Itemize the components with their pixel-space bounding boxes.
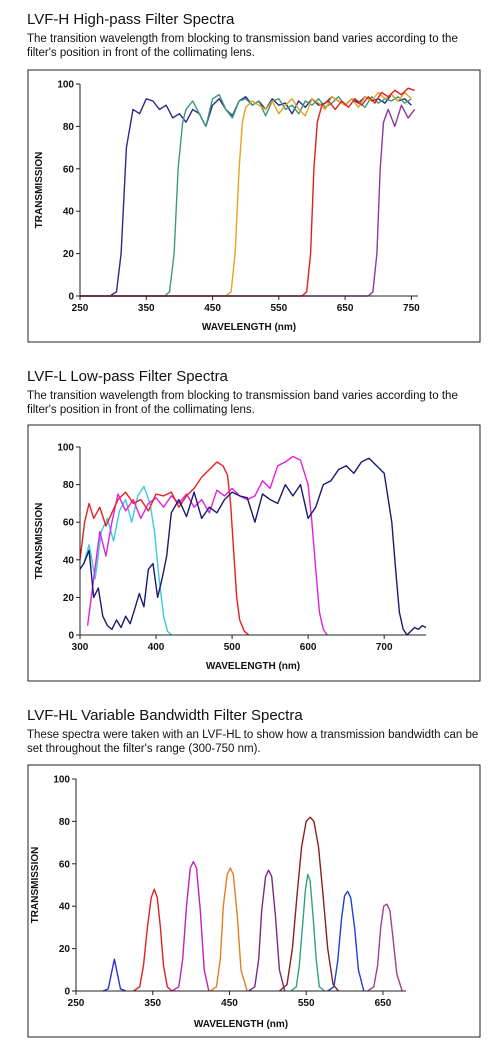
x-tick-label: 550 [298,998,315,1009]
y-tick-label: 80 [59,817,71,828]
y-axis-label: TRANSMISSION [34,152,45,229]
y-tick-label: 80 [63,122,75,133]
chart-subtitle: These spectra were taken with an LVF-HL … [27,729,479,755]
series-line-3 [80,91,412,297]
series-line-6 [278,816,340,992]
series-line-4 [79,457,427,636]
y-axis-label: TRANSMISSION [30,847,41,924]
y-tick-label: 0 [68,292,74,303]
series-line-2 [86,455,328,636]
series-line-2 [80,93,412,297]
y-tick-label: 100 [57,80,74,91]
x-tick-label: 500 [224,642,241,653]
series-line-8 [327,890,365,992]
y-axis-label: TRANSMISSION [34,503,45,580]
x-tick-label: 550 [270,303,287,314]
series-line-4 [209,867,248,992]
chart-frame [27,424,481,682]
series-line-1 [83,485,172,636]
x-tick-label: 250 [68,998,85,1009]
x-axis-label: WAVELENGTH (nm) [202,322,296,333]
y-tick-label: 80 [63,480,75,491]
x-axis-label: WAVELENGTH (nm) [194,1019,288,1030]
series-line-4 [80,87,415,297]
series-line-5 [248,869,286,992]
series-line-7 [290,873,326,992]
x-tick-label: 350 [144,998,161,1009]
y-tick-label: 20 [63,249,75,260]
chart-frame [27,764,481,1038]
chart-title: LVF-H High-pass Filter Spectra [27,11,235,28]
chart-subtitle: The transition wavelength from blocking … [27,390,458,416]
y-tick-label: 60 [63,518,75,529]
y-tick-label: 60 [63,164,75,175]
high-pass-chart: 0 20 40 60 80 100 250 350 450 550 650 750 WAVELENGTH… [27,69,481,343]
x-tick-label: 450 [221,998,238,1009]
x-tick-label: 250 [72,303,89,314]
x-tick-label: 450 [204,303,221,314]
x-tick-label: 600 [300,642,317,653]
x-tick-label: 350 [138,303,155,314]
chart-frame [27,69,481,343]
series-line-3 [79,461,250,636]
series-line-2 [133,888,173,992]
y-tick-label: 20 [63,593,75,604]
series-line-5 [80,104,416,297]
x-tick-label: 650 [337,303,354,314]
x-tick-label: 700 [376,642,393,653]
y-tick-label: 100 [57,443,74,454]
chart-subtitle: The transition wavelength from blocking … [27,33,458,59]
x-axis-label: WAVELENGTH (nm) [206,661,300,672]
series-line-3 [171,860,210,992]
y-tick-label: 60 [59,859,71,870]
low-pass-chart: 0 20 40 60 80 100 300 400 500 600 700 WAVELENGTH (n… [27,424,481,682]
series-line-9 [367,903,403,992]
y-tick-label: 20 [59,944,71,955]
variable-bandwidth-chart: 0 20 40 60 80 100 250 350 450 550 650 WAVELENGTH (n… [27,764,481,1038]
y-tick-label: 100 [53,775,70,786]
x-tick-label: 750 [403,303,420,314]
y-tick-label: 0 [64,987,70,998]
chart-title: LVF-HL Variable Bandwidth Filter Spectra [27,707,303,724]
chart-title: LVF-L Low-pass Filter Spectra [27,368,228,385]
y-tick-label: 40 [59,902,71,913]
y-tick-label: 40 [63,207,75,218]
series-line-1 [102,958,127,992]
x-tick-label: 400 [148,642,165,653]
y-tick-label: 40 [63,555,75,566]
x-tick-label: 650 [375,998,392,1009]
y-tick-label: 0 [68,631,74,642]
x-tick-label: 300 [72,642,89,653]
